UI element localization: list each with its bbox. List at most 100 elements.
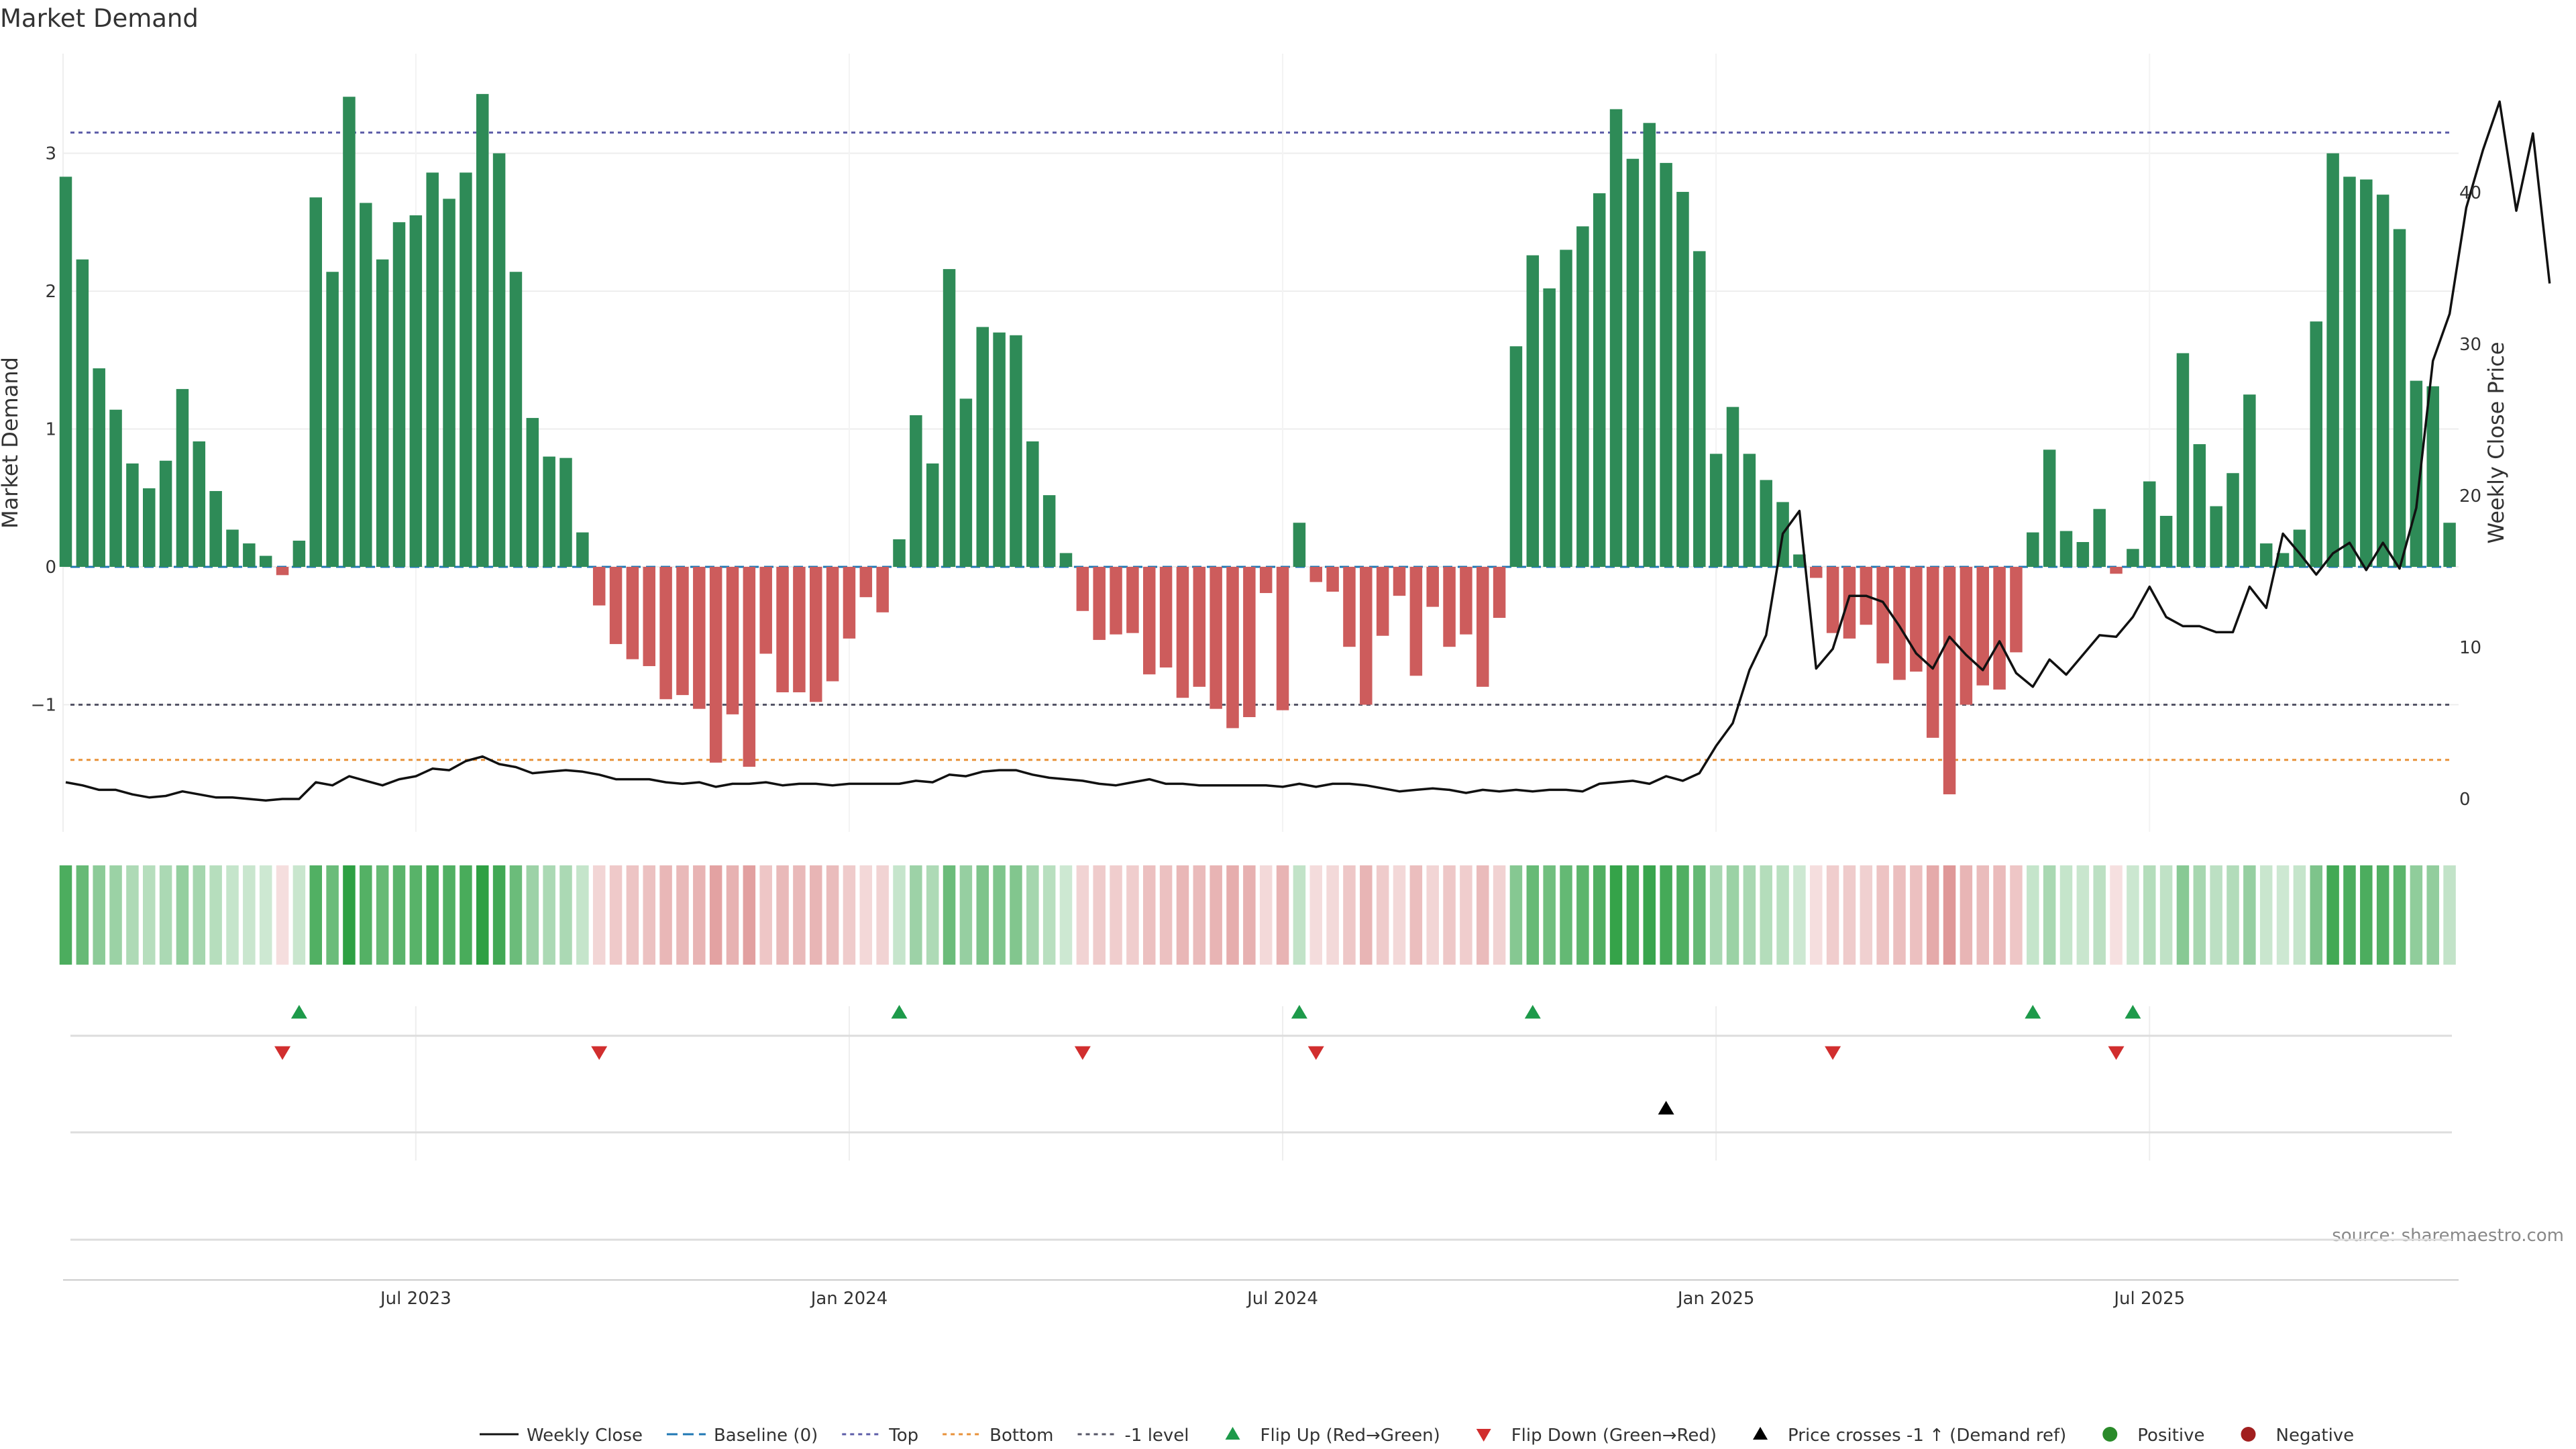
heat-cell — [460, 865, 472, 965]
heat-cell — [2243, 865, 2256, 965]
demand-bar-negative — [876, 567, 889, 612]
demand-bar-positive — [93, 368, 105, 567]
heat-cell — [1076, 865, 1089, 965]
demand-bar-negative — [693, 567, 706, 709]
gridlines — [62, 54, 2459, 1281]
heat-cell — [360, 865, 372, 965]
heat-cell — [1910, 865, 1923, 965]
heat-cell — [243, 865, 256, 965]
demand-bar-negative — [726, 567, 739, 714]
demand-bar-positive — [943, 269, 956, 567]
heat-cell — [2310, 865, 2322, 965]
demand-bar-negative — [1926, 567, 1939, 738]
heat-cell — [1059, 865, 1073, 965]
heat-cell — [1776, 865, 1789, 965]
heat-cell — [1726, 865, 1739, 965]
heat-cell — [1626, 865, 1640, 965]
heat-cell — [1493, 865, 1506, 965]
heat-cell — [1243, 865, 1256, 965]
weekly-close-line-group — [65, 100, 2551, 802]
y-tick-right: 20 — [2459, 486, 2481, 506]
demand-bar-positive — [1626, 158, 1640, 568]
demand-bar-positive — [2027, 532, 2039, 567]
heat-cell — [1409, 865, 1423, 965]
heat-cell — [743, 865, 756, 965]
heat-cell — [2127, 865, 2139, 965]
demand-bar-negative — [1893, 567, 1906, 680]
demand-bar-negative — [1309, 567, 1322, 582]
demand-bar-positive — [1026, 441, 1039, 567]
heat-cell — [826, 865, 839, 965]
demand-bar-positive — [409, 215, 423, 568]
heat-cell — [176, 865, 189, 965]
heat-cell — [1460, 865, 1472, 965]
heat-cell — [2176, 865, 2190, 965]
heat-cell — [926, 865, 939, 965]
demand-bar-positive — [392, 222, 406, 567]
demand-bar-positive — [326, 272, 339, 567]
flip-up-marker — [2025, 1005, 2041, 1019]
heat-cell — [943, 865, 956, 965]
demand-bar-negative — [1460, 567, 1472, 635]
demand-bar-positive — [2343, 176, 2356, 567]
heat-cell — [1560, 865, 1572, 965]
heat-cell — [1326, 865, 1339, 965]
demand-bar-positive — [543, 456, 555, 567]
heat-cell — [1960, 865, 1973, 965]
legend-label-baseline: Baseline (0) — [714, 1426, 818, 1446]
heat-cell — [309, 865, 322, 965]
demand-bar-negative — [1810, 567, 1823, 578]
heat-cell — [1360, 865, 1373, 965]
x-tick: Jan 2024 — [810, 1289, 888, 1309]
demand-bar-negative — [626, 567, 639, 659]
heat-cell — [659, 865, 672, 965]
demand-bar-negative — [1126, 567, 1139, 633]
heat-cell — [1543, 865, 1556, 965]
heat-cell — [2393, 865, 2406, 965]
demand-bar-positive — [1593, 193, 1606, 568]
demand-bar-positive — [2193, 444, 2206, 567]
demand-bar-negative — [776, 567, 789, 693]
heat-cell — [643, 865, 655, 965]
demand-bar-positive — [2310, 321, 2322, 567]
demand-bar-positive — [1676, 192, 1689, 567]
demand-bar-positive — [1743, 453, 1756, 567]
demand-bar-negative — [1493, 567, 1506, 619]
demand-bar-negative — [1326, 567, 1339, 592]
demand-bar-negative — [1826, 567, 1839, 633]
demand-bar-negative — [759, 567, 772, 654]
heat-cell — [1276, 865, 1289, 965]
demand-bar-negative — [592, 567, 606, 606]
heat-cell — [1509, 865, 1523, 965]
heat-cell — [193, 865, 206, 965]
heat-cell — [1643, 865, 1656, 965]
heat-cell — [1093, 865, 1106, 965]
y-tick-left: 1 — [45, 420, 56, 440]
heat-cell — [709, 865, 722, 965]
heat-cell — [1259, 865, 1273, 965]
demand-bars — [59, 94, 2456, 795]
flip-up-marker — [2125, 1005, 2141, 1019]
demand-bar-negative — [1426, 567, 1439, 607]
demand-bar-negative — [709, 567, 722, 763]
heat-cell — [893, 865, 906, 965]
heat-cell — [576, 865, 589, 965]
flip-down-marker — [274, 1046, 291, 1060]
demand-bar-positive — [126, 463, 139, 567]
y-tick-right: 0 — [2459, 790, 2471, 810]
demand-bar-negative — [1210, 567, 1222, 709]
demand-bar-positive — [443, 199, 455, 567]
heat-cell — [959, 865, 973, 965]
demand-bar-positive — [76, 259, 89, 567]
heat-cell — [1110, 865, 1122, 965]
demand-bar-positive — [2059, 531, 2073, 567]
heat-cell — [1010, 865, 1022, 965]
demand-bar-positive — [2443, 523, 2456, 567]
heat-cell — [1143, 865, 1156, 965]
heat-cell — [1760, 865, 1772, 965]
heat-cell — [876, 865, 889, 965]
legend-label-top: Top — [888, 1426, 918, 1446]
demand-bar-negative — [1226, 567, 1239, 729]
heat-cell — [2293, 865, 2306, 965]
heat-cell — [993, 865, 1006, 965]
